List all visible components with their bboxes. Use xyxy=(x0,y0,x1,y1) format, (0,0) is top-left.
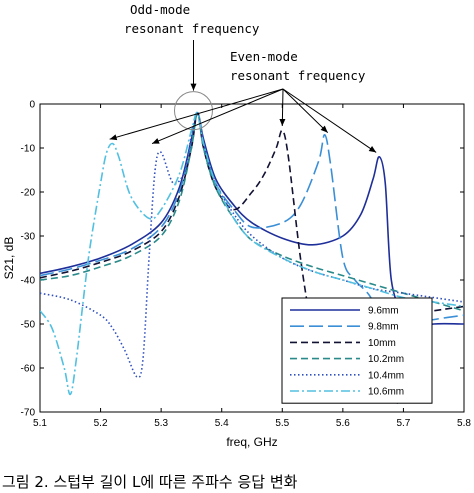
annotation-arrows xyxy=(109,40,377,153)
x-tick-label: 5.7 xyxy=(396,418,410,429)
x-tick-label: 5.5 xyxy=(275,418,289,429)
series-line-10.2mm xyxy=(40,111,464,312)
y-tick-label: 0 xyxy=(29,100,35,111)
annotation-arrowhead xyxy=(279,118,286,126)
annotation-arrowhead xyxy=(152,138,160,144)
even-mode-annotation-line1: Even-mode xyxy=(230,49,298,64)
legend-label: 10.6mm xyxy=(368,387,404,398)
series-line-10.4mm xyxy=(40,111,464,379)
legend-label: 10mm xyxy=(368,338,396,349)
annotation-arrow-line xyxy=(151,88,284,145)
annotation-arrowhead xyxy=(320,125,328,133)
annotation-arrowhead xyxy=(109,134,118,141)
annotation-arrow-line xyxy=(109,88,284,140)
series-line-10.6mm xyxy=(40,111,464,396)
annotation-arrowhead xyxy=(190,83,197,91)
legend-label: 9.6mm xyxy=(368,306,399,317)
y-tick-label: -40 xyxy=(21,276,36,287)
odd-mode-circle xyxy=(173,91,213,131)
annotation-arrowhead xyxy=(368,145,377,153)
odd-mode-annotation-line2: resonant frequency xyxy=(124,21,260,36)
plot-frame xyxy=(39,103,465,413)
legend-box xyxy=(281,297,433,404)
legend-label: 10.2mm xyxy=(368,354,404,365)
y-tick-label: -20 xyxy=(21,188,36,199)
legend: 9.6mm 9.8mm 10mm 10.2mm 10.4mm 10.6mm xyxy=(281,297,433,404)
legend-label: 10.4mm xyxy=(368,370,404,381)
x-tick-label: 5.2 xyxy=(94,418,108,429)
series-line-9.6mm xyxy=(40,111,464,330)
annotation-arrow-line xyxy=(282,88,329,133)
x-axis-label: freq, GHz xyxy=(226,435,277,449)
odd-mode-annotation-line1: Odd-mode xyxy=(130,2,190,17)
annotation-arrow-line xyxy=(282,88,377,153)
legend-label: 9.8mm xyxy=(368,322,399,333)
x-tick-label: 5.6 xyxy=(336,418,350,429)
y-tick-label: -60 xyxy=(21,364,36,375)
x-tick-label: 5.4 xyxy=(215,418,229,429)
y-tick-label: -10 xyxy=(21,144,36,155)
y-axis-label: S21, dB xyxy=(2,237,16,280)
y-tick-label: -70 xyxy=(21,408,36,419)
x-tick-label: 5.8 xyxy=(457,418,471,429)
y-tick-label: -50 xyxy=(21,320,36,331)
x-tick-label: 5.1 xyxy=(33,418,47,429)
y-tick-label: -30 xyxy=(21,232,36,243)
x-tick-label: 5.3 xyxy=(154,418,168,429)
even-mode-annotation-line2: resonant frequency xyxy=(230,68,366,83)
figure-caption: 그림 2. 스텁부 길이 L에 따른 주파수 응답 변화 xyxy=(2,473,298,491)
